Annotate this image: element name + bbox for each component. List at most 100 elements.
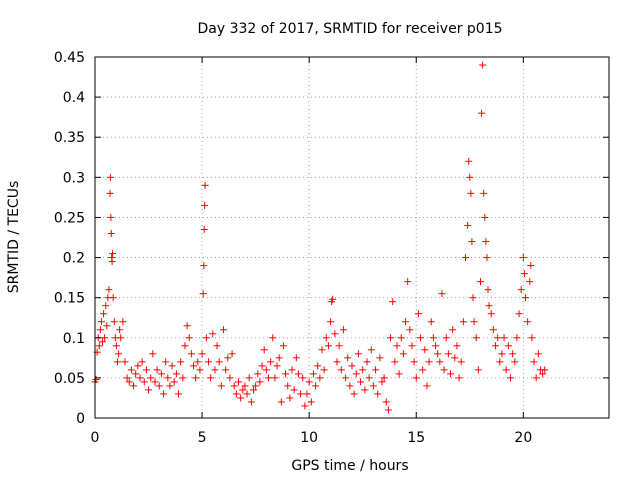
data-point [299, 374, 307, 382]
data-point [194, 358, 202, 366]
data-point [307, 398, 315, 406]
data-point [491, 342, 499, 350]
data-point [115, 350, 123, 358]
data-point [440, 366, 448, 374]
data-point [108, 258, 116, 266]
data-point [472, 334, 480, 342]
data-point [284, 382, 292, 390]
data-point [528, 334, 536, 342]
data-point [425, 358, 433, 366]
data-point [202, 334, 210, 342]
data-point [228, 350, 236, 358]
data-point [391, 358, 399, 366]
data-point [187, 350, 195, 358]
data-point [527, 262, 535, 270]
data-point [109, 294, 117, 302]
data-point [320, 366, 328, 374]
data-point [519, 254, 527, 262]
data-point [469, 294, 477, 302]
data-point [530, 358, 538, 366]
data-point [329, 295, 337, 303]
data-point [521, 294, 529, 302]
data-point [303, 390, 311, 398]
data-point [222, 366, 230, 374]
data-point [185, 334, 193, 342]
data-point [515, 310, 523, 318]
data-point [359, 366, 367, 374]
data-point [249, 386, 257, 394]
y-tick-label: 0.05 [54, 371, 85, 387]
data-point [110, 318, 118, 326]
data-point [470, 318, 478, 326]
data-point [506, 374, 514, 382]
data-point [179, 374, 187, 382]
data-point [369, 382, 377, 390]
data-point [172, 370, 180, 378]
x-tick-label: 10 [300, 430, 318, 446]
data-point [477, 278, 484, 286]
data-point [106, 189, 114, 197]
data-point [485, 302, 493, 310]
data-point [453, 342, 461, 350]
data-point [201, 201, 209, 209]
y-tick-label: 0.25 [54, 210, 85, 226]
data-point [160, 390, 168, 398]
data-point [168, 362, 176, 370]
data-point [434, 350, 442, 358]
y-tick-label: 0.2 [63, 251, 85, 267]
data-point [494, 334, 502, 342]
data-point [511, 358, 519, 366]
data-point [335, 342, 343, 350]
data-point [389, 298, 397, 306]
data-point [119, 318, 127, 326]
data-point [427, 318, 435, 326]
data-point [408, 342, 416, 350]
data-point [412, 374, 420, 382]
x-tick-label: 0 [91, 430, 100, 446]
data-point [157, 370, 165, 378]
data-point [211, 366, 219, 374]
data-point [482, 238, 490, 246]
data-point [127, 366, 135, 374]
data-point [142, 366, 150, 374]
data-point [243, 390, 251, 398]
data-point [414, 310, 422, 318]
data-point [145, 386, 153, 394]
data-point [387, 334, 395, 342]
data-point [117, 334, 125, 342]
data-point [252, 382, 260, 390]
data-point [113, 358, 121, 366]
data-point [95, 342, 103, 350]
data-point [190, 362, 198, 370]
data-point [279, 342, 287, 350]
data-point [247, 398, 255, 406]
data-point [459, 318, 467, 326]
data-point [397, 334, 405, 342]
data-point [342, 374, 350, 382]
data-point [419, 366, 427, 374]
data-point [294, 370, 302, 378]
data-point [245, 374, 253, 382]
data-point [155, 382, 163, 390]
data-point [269, 334, 277, 342]
x-tick-label: 20 [514, 430, 532, 446]
data-point [297, 390, 305, 398]
data-point [322, 334, 330, 342]
data-point [421, 346, 429, 354]
data-point [479, 61, 487, 69]
data-point [462, 254, 470, 262]
data-point [192, 374, 200, 382]
data-point [132, 370, 140, 378]
data-point [105, 286, 113, 294]
data-point [199, 290, 207, 298]
data-point [125, 378, 133, 386]
data-point [363, 358, 371, 366]
data-point [455, 374, 463, 382]
data-point [481, 213, 489, 221]
data-point [541, 366, 549, 374]
data-point [432, 342, 440, 350]
data-point [116, 326, 124, 334]
data-point [465, 157, 473, 165]
data-point [404, 278, 412, 286]
